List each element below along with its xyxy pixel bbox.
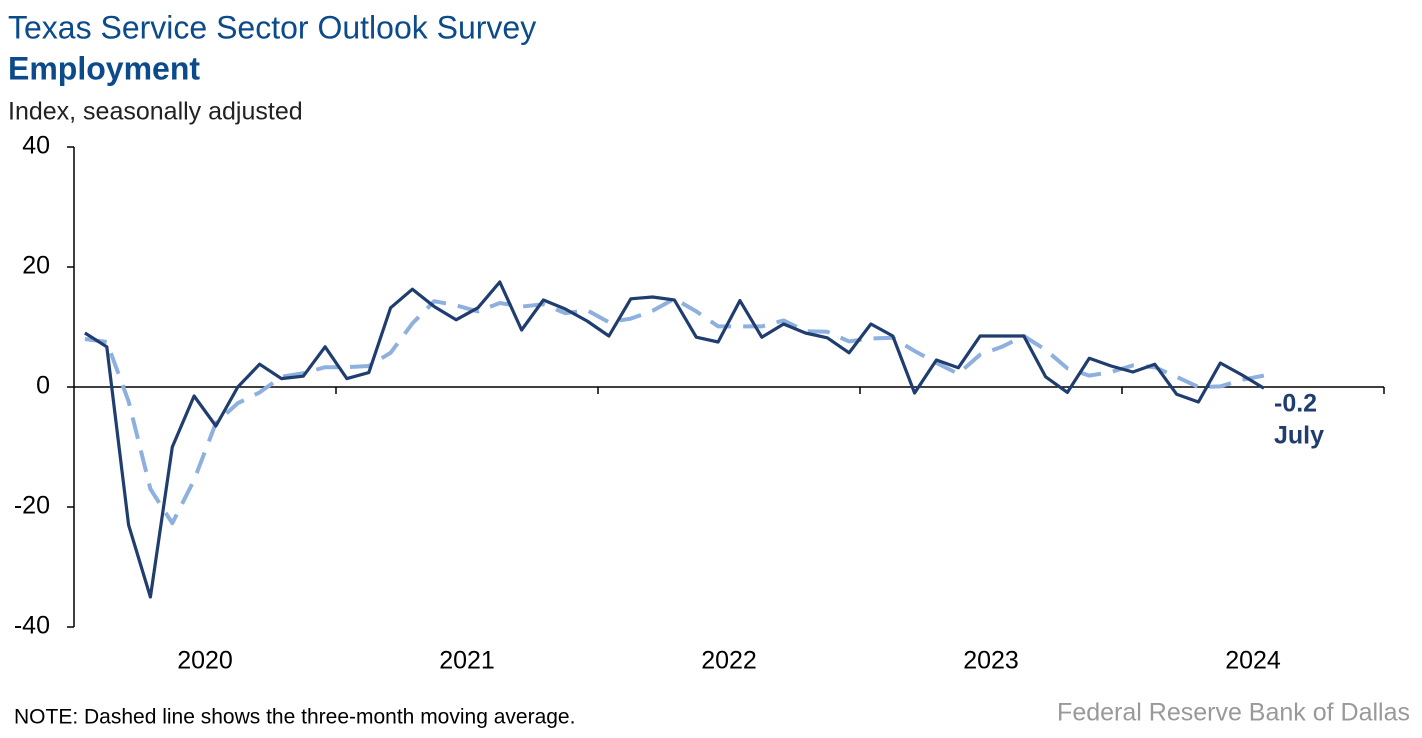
y-tick-label: -20	[14, 492, 50, 520]
x-tick-label: 2021	[439, 647, 495, 675]
x-tick-label: 2023	[963, 647, 1019, 675]
source: Federal Reserve Bank of Dallas	[1057, 699, 1410, 727]
x-tick-label: 2024	[1225, 647, 1281, 675]
y-tick-label: -40	[14, 612, 50, 640]
chart-subtitle: Employment	[8, 50, 200, 86]
y-tick-label: 0	[36, 372, 50, 400]
annotation-value: -0.2	[1274, 390, 1317, 418]
annotation-month: July	[1274, 422, 1324, 450]
chart-title: Texas Service Sector Outlook Survey	[8, 9, 536, 45]
series-line	[84, 280, 1265, 599]
y-tick-label: 20	[22, 252, 50, 280]
x-tick-label: 2022	[701, 647, 757, 675]
x-tick-label: 2020	[177, 647, 233, 675]
y-axis-label: Index, seasonally adjusted	[8, 98, 303, 126]
note: NOTE: Dashed line shows the three-month …	[14, 706, 575, 729]
series-line	[84, 296, 1265, 526]
y-tick-label: 40	[22, 132, 50, 160]
